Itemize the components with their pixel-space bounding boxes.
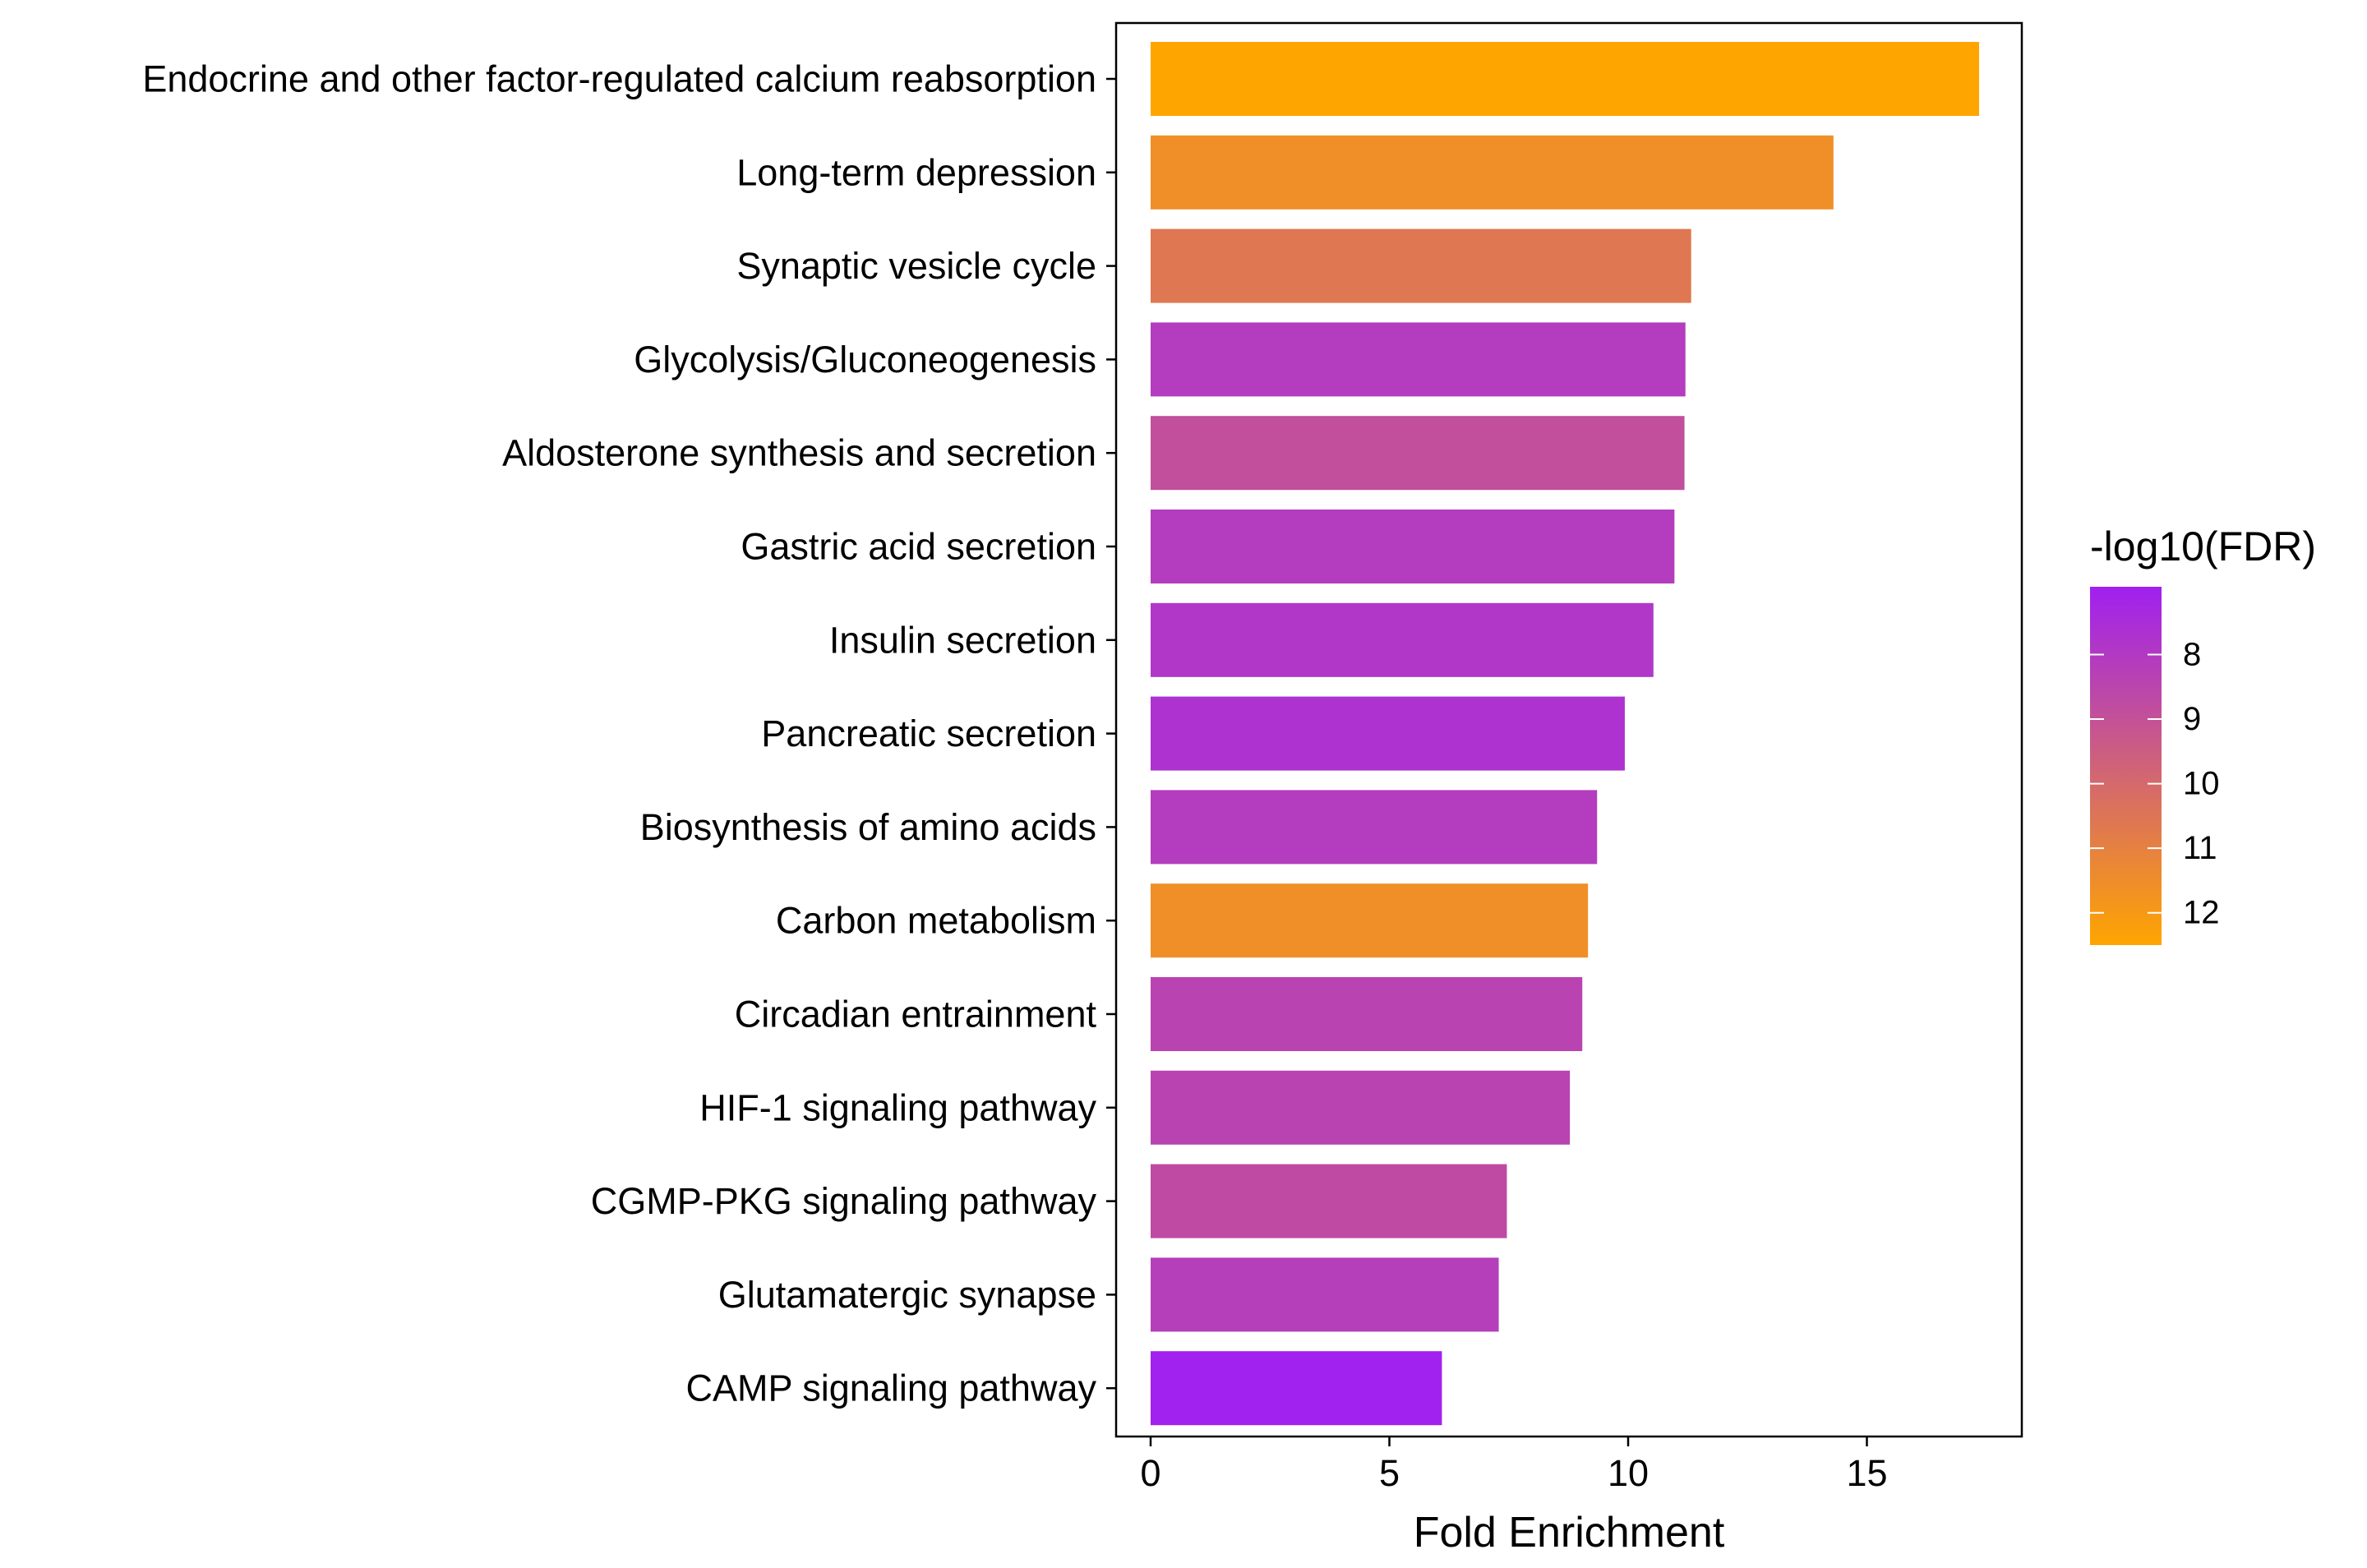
bar [1151,416,1685,491]
legend-ticks: 8 9 10 11 12 [2090,636,2220,931]
bar [1151,228,1691,303]
y-tick-label: Pancreatic secretion [761,713,1096,754]
y-tick-label: HIF-1 signaling pathway [699,1086,1096,1128]
y-tick-label: Circadian entrainment [735,994,1097,1035]
legend-tick-label: 10 [2183,766,2220,802]
bar [1151,1164,1507,1238]
bar [1151,790,1598,865]
bar [1151,696,1625,771]
x-tick-label: 5 [1379,1452,1400,1494]
legend-tick-label: 9 [2183,701,2201,737]
y-axis-labels: Endocrine and other factor-regulated cal… [142,58,1116,1409]
y-tick-label: Insulin secretion [829,619,1096,661]
y-tick-label: Endocrine and other factor-regulated cal… [142,58,1096,100]
bar [1151,1070,1571,1145]
x-tick-label: 15 [1846,1452,1887,1494]
y-tick-label: Aldosterone synthesis and secretion [502,432,1096,474]
bar [1151,602,1654,677]
x-axis-title: Fold Enrichment [1414,1509,1725,1556]
bar [1151,977,1583,1051]
y-tick-label: Biosynthesis of amino acids [640,806,1096,848]
y-tick-label: Glutamatergic synapse [718,1274,1096,1316]
y-tick-label: CAMP signaling pathway [686,1367,1097,1409]
bars [1151,42,1980,1426]
bar [1151,1257,1499,1332]
y-tick-label: Carbon metabolism [776,900,1096,942]
bar [1151,322,1686,397]
bar [1151,510,1675,583]
y-tick-label: Synaptic vesicle cycle [736,245,1096,287]
bar [1151,42,1980,116]
y-tick-label: Long-term depression [736,151,1096,193]
bar [1151,1351,1442,1426]
bar [1151,135,1834,210]
legend-colorbar [2090,587,2162,945]
y-tick-label: Gastric acid secretion [741,526,1096,568]
x-tick-label: 0 [1140,1452,1160,1494]
legend-title: -log10(FDR) [2090,523,2316,570]
legend-tick-label: 8 [2183,636,2201,672]
y-tick-label: CGMP-PKG signaling pathway [591,1180,1097,1222]
bar [1151,883,1589,958]
x-tick-label: 10 [1608,1452,1649,1494]
color-legend: -log10(FDR) 8 9 10 11 12 [2090,523,2316,945]
y-tick-label: Glycolysis/Gluconeogenesis [634,339,1096,380]
legend-tick-label: 11 [2183,830,2217,866]
legend-tick-label: 12 [2183,895,2220,931]
x-axis: 0 5 10 15 [1140,1437,1888,1494]
